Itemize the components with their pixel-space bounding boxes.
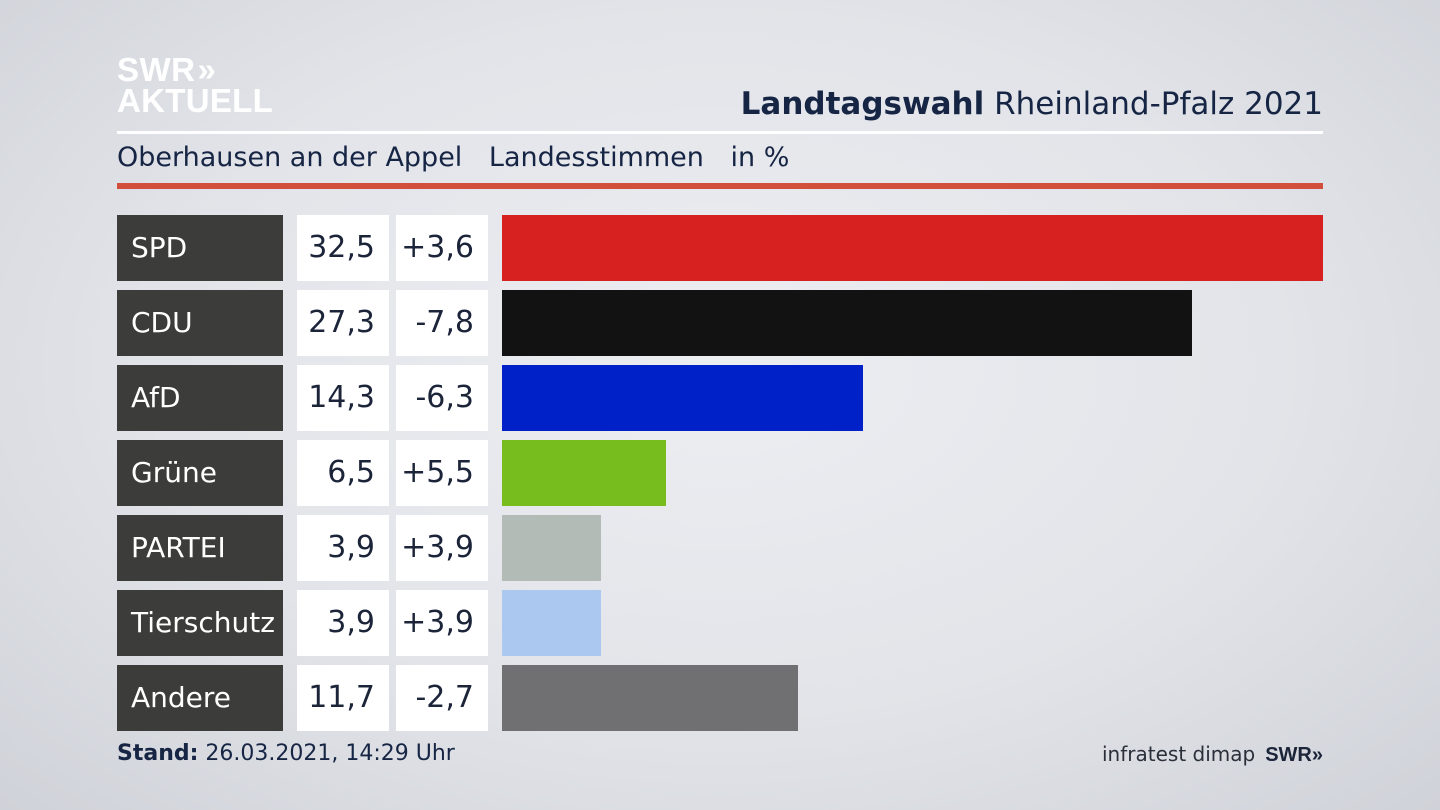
header-divider — [117, 131, 1323, 134]
party-label: Andere — [117, 665, 283, 731]
subtitle-location: Oberhausen an der Appel — [117, 142, 463, 173]
accent-divider — [117, 183, 1323, 189]
result-bar — [502, 365, 863, 431]
result-row-afd: AfD 14,3 -6,3 — [117, 365, 1323, 431]
result-bar — [502, 590, 601, 656]
title-bold: Landtagswahl — [740, 86, 985, 122]
result-row-grüne: Grüne 6,5 +5,5 — [117, 440, 1323, 506]
change-value: +3,9 — [396, 515, 488, 581]
change-value: +3,9 — [396, 590, 488, 656]
swr-chevrons-icon: » — [1311, 744, 1323, 766]
result-bar — [502, 215, 1323, 281]
vote-share-value: 3,9 — [297, 590, 389, 656]
result-row-spd: SPD 32,5 +3,6 — [117, 215, 1323, 281]
result-bar — [502, 665, 798, 731]
change-value: -6,3 — [396, 365, 488, 431]
chart-subtitle: Oberhausen an der Appel Landesstimmen in… — [117, 142, 807, 173]
party-label: Tierschutz — [117, 590, 283, 656]
stand-value: 26.03.2021, 14:29 Uhr — [205, 741, 455, 766]
result-row-cdu: CDU 27,3 -7,8 — [117, 290, 1323, 356]
party-label: SPD — [117, 215, 283, 281]
subtitle-type: Landesstimmen — [488, 142, 704, 173]
change-value: +5,5 — [396, 440, 488, 506]
result-bar — [502, 515, 601, 581]
timestamp: Stand: 26.03.2021, 14:29 Uhr — [117, 741, 455, 766]
source-name: infratest dimap — [1102, 742, 1256, 766]
logo-chevrons-icon: » — [197, 51, 216, 88]
change-value: +3,6 — [396, 215, 488, 281]
vote-share-value: 6,5 — [297, 440, 389, 506]
party-label: CDU — [117, 290, 283, 356]
swr-logo-text: SWR — [1265, 744, 1312, 766]
title-rest: Rheinland-Pfalz 2021 — [994, 86, 1323, 122]
change-value: -7,8 — [396, 290, 488, 356]
swr-aktuell-logo: SWR» AKTUELL — [117, 51, 274, 119]
party-label: PARTEI — [117, 515, 283, 581]
result-row-tierschutz: Tierschutz 3,9 +3,9 — [117, 590, 1323, 656]
stand-label: Stand: — [117, 741, 199, 766]
result-row-andere: Andere 11,7 -2,7 — [117, 665, 1323, 731]
party-label: AfD — [117, 365, 283, 431]
logo-aktuell: AKTUELL — [117, 82, 274, 119]
vote-share-value: 32,5 — [297, 215, 389, 281]
result-row-partei: PARTEI 3,9 +3,9 — [117, 515, 1323, 581]
vote-share-value: 3,9 — [297, 515, 389, 581]
source-credit: infratest dimap SWR» — [1102, 742, 1323, 767]
change-value: -2,7 — [396, 665, 488, 731]
page-title: Landtagswahl Rheinland-Pfalz 2021 — [741, 86, 1323, 122]
vote-share-value: 27,3 — [297, 290, 389, 356]
swr-logo: SWR» — [1265, 744, 1323, 766]
vote-share-value: 14,3 — [297, 365, 389, 431]
party-label: Grüne — [117, 440, 283, 506]
vote-share-value: 11,7 — [297, 665, 389, 731]
logo-swr: SWR — [117, 51, 196, 88]
result-bar — [502, 290, 1192, 356]
result-bar — [502, 440, 666, 506]
subtitle-unit: in % — [730, 142, 790, 173]
